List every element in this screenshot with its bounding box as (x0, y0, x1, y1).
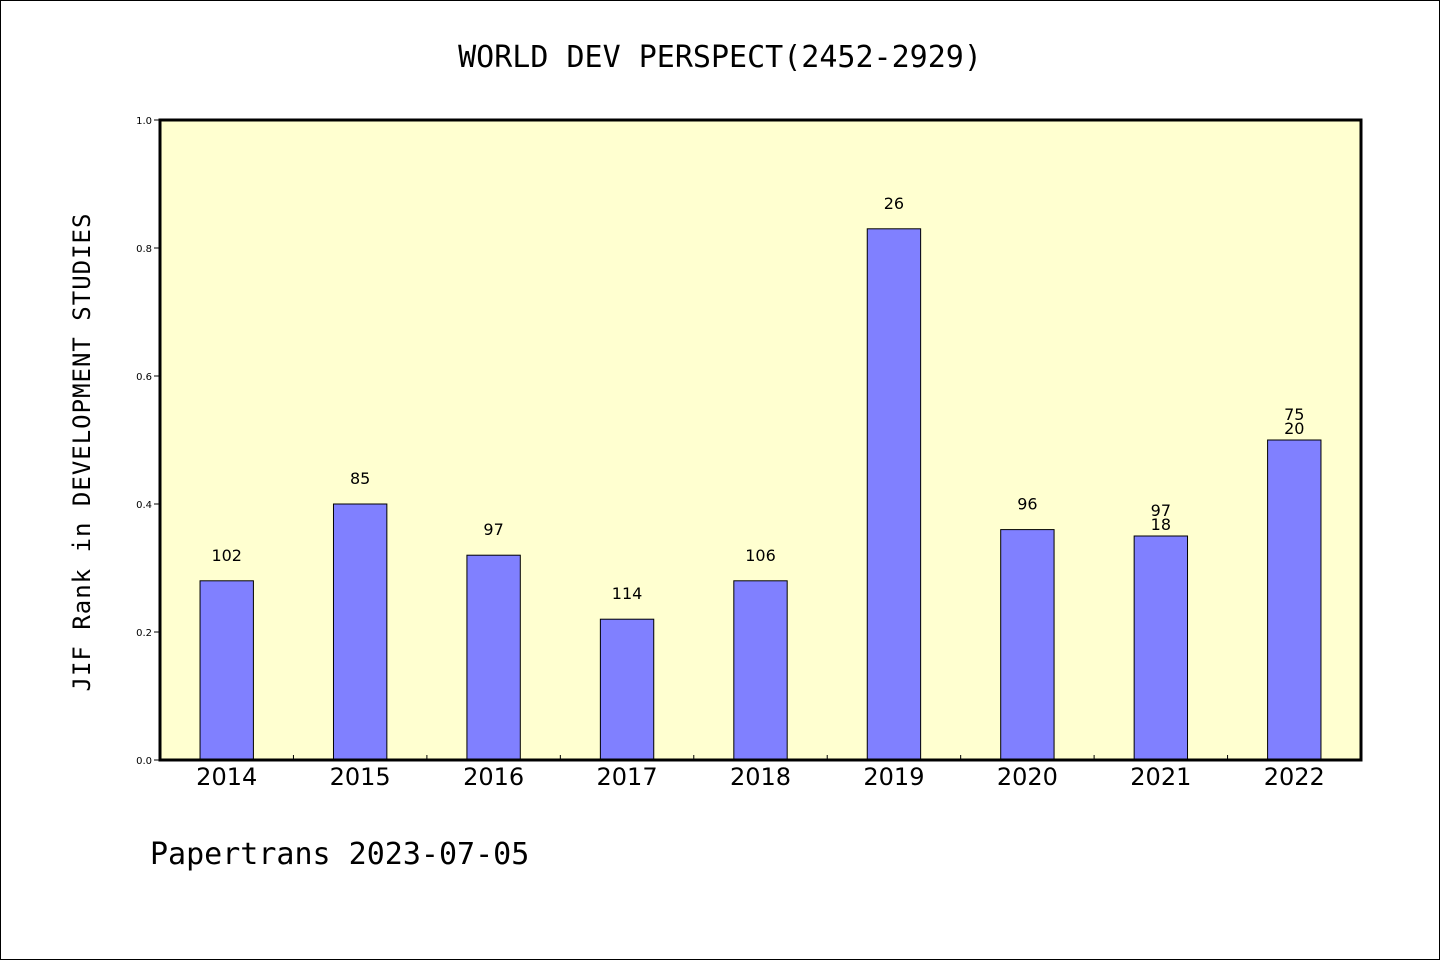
data-label: 85 (350, 469, 370, 488)
bar-2022 (1267, 439, 1322, 761)
y-tick-label: 1.0 (136, 116, 152, 127)
bar-2020 (1000, 529, 1055, 761)
chart-title: WORLD DEV PERSPECT(2452-2929) (458, 40, 982, 75)
y-tick-label: 0.6 (136, 372, 152, 383)
bar-2019 (866, 228, 922, 761)
bar-2014 (199, 580, 254, 761)
data-label: 97 (483, 520, 503, 539)
bar-2015 (332, 503, 388, 761)
data-label: 18 (1151, 515, 1171, 534)
y-axis-label: JIF Rank in DEVELOPMENT STUDIES (68, 213, 96, 692)
y-axis: 0.0 0.2 0.4 0.6 0.8 1.0 (136, 116, 160, 767)
x-tick-label: 2016 (463, 763, 524, 791)
x-tick-label: 2014 (196, 763, 257, 791)
y-tick-label: 0.0 (136, 756, 152, 767)
data-label: 102 (211, 546, 242, 565)
footer-text: Papertrans 2023-07-05 (150, 837, 529, 872)
data-label: 75 (1284, 405, 1304, 424)
x-tick-label: 2018 (730, 763, 791, 791)
x-axis: 2014 2015 2016 2017 2018 2019 2020 2021 2022 (196, 755, 1325, 791)
data-label: 20 (1284, 419, 1304, 438)
bar-2017 (599, 618, 655, 761)
x-tick-label: 2021 (1130, 763, 1191, 791)
data-label: 97 (1151, 501, 1171, 520)
plot-border (158, 118, 1363, 762)
data-label: 96 (1017, 495, 1037, 514)
data-label: 106 (745, 546, 776, 565)
bar-series (199, 228, 1322, 761)
bar-2018 (733, 580, 788, 761)
x-tick-label: 2022 (1264, 763, 1325, 791)
bar-2016 (466, 554, 521, 761)
y-tick-label: 0.4 (136, 500, 152, 511)
x-tick-label: 2015 (330, 763, 391, 791)
y-tick-label: 0.2 (136, 628, 152, 639)
data-label: 114 (612, 584, 643, 603)
y-tick-label: 0.8 (136, 244, 152, 255)
x-tick-label: 2019 (863, 763, 924, 791)
x-tick-label: 2020 (997, 763, 1058, 791)
data-label: 26 (884, 194, 904, 213)
bar-2021 (1133, 535, 1189, 761)
x-tick-label: 2017 (597, 763, 658, 791)
